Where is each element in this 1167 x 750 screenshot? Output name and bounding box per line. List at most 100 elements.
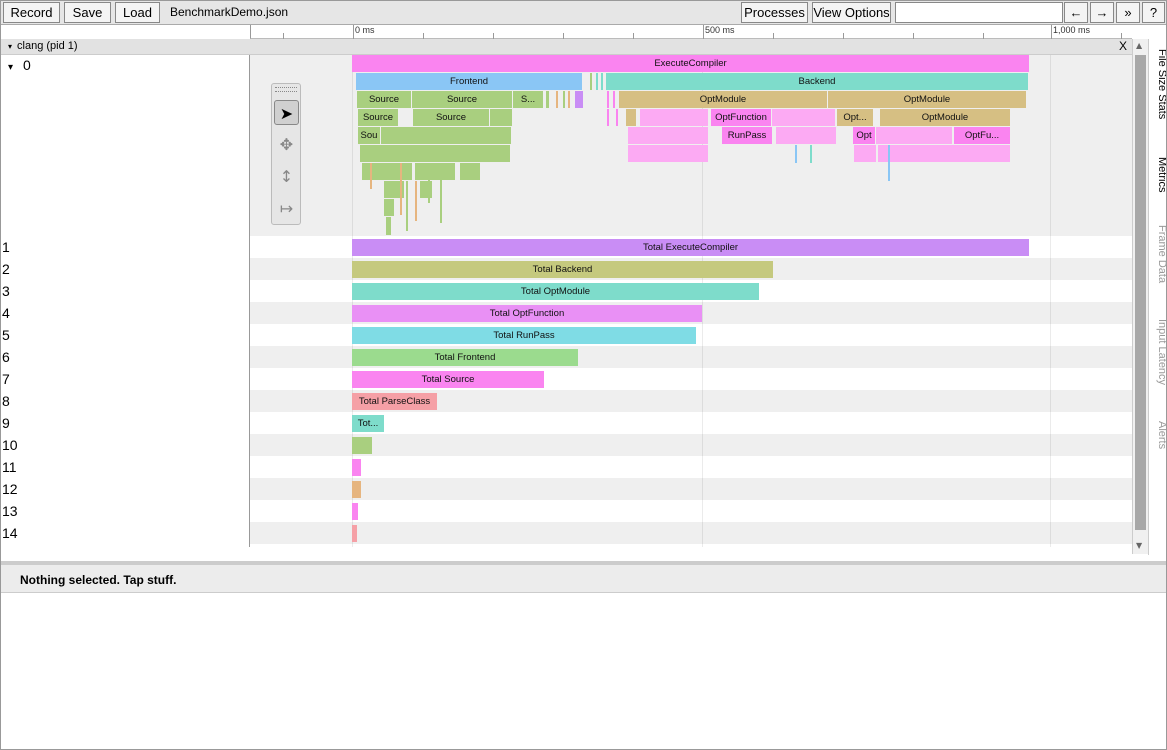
slice[interactable]: Source — [413, 109, 489, 126]
find-previous-button[interactable]: ← — [1064, 2, 1088, 23]
slice[interactable] — [563, 91, 565, 108]
slice[interactable] — [386, 217, 391, 235]
counter-slice[interactable]: Total RunPass — [352, 327, 696, 344]
scroll-down-icon[interactable]: ▼ — [1136, 541, 1143, 550]
timing-tool-icon[interactable]: ↦ — [279, 199, 294, 218]
slice[interactable]: Source — [357, 91, 411, 108]
process-header[interactable]: ▾ clang (pid 1) X — [1, 39, 1132, 55]
panel-splitter[interactable] — [1, 561, 1166, 565]
help-button[interactable]: ? — [1142, 2, 1165, 23]
slice[interactable] — [876, 127, 952, 144]
tab-alerts[interactable]: Alerts — [1156, 421, 1167, 450]
slice[interactable] — [556, 91, 558, 108]
slice[interactable]: Source — [358, 109, 398, 126]
expand-arrow-icon[interactable]: ▾ — [8, 62, 14, 73]
slice[interactable] — [415, 181, 417, 221]
slice[interactable]: OptModule — [880, 109, 1010, 126]
slice[interactable] — [607, 109, 609, 126]
slice[interactable] — [575, 91, 583, 108]
slice[interactable] — [460, 163, 480, 180]
slice[interactable] — [613, 91, 615, 108]
slice[interactable]: Sou — [358, 127, 380, 144]
counter-slice[interactable] — [352, 503, 358, 520]
expand-arrow-icon[interactable]: ▾ — [8, 42, 13, 51]
slice[interactable]: OptModule — [619, 91, 827, 108]
slice[interactable] — [810, 145, 812, 163]
counter-slice[interactable] — [352, 481, 361, 498]
slice[interactable] — [384, 199, 394, 216]
slice[interactable] — [776, 127, 836, 144]
slice[interactable] — [400, 163, 402, 215]
counter-slice[interactable]: Total Frontend — [352, 349, 578, 366]
slice[interactable] — [772, 109, 835, 126]
vertical-scrollbar[interactable]: ▲ ▼ — [1132, 39, 1148, 554]
counter-slice[interactable]: Total Backend — [352, 261, 773, 278]
search-input[interactable] — [895, 2, 1063, 23]
slice[interactable]: OptFu... — [954, 127, 1010, 144]
slice[interactable] — [362, 163, 412, 180]
slice[interactable] — [546, 91, 549, 108]
expand-search-button[interactable]: » — [1116, 2, 1140, 23]
thread-0-label[interactable]: ▾ 0 — [8, 57, 31, 73]
drag-handle-icon[interactable] — [275, 87, 297, 92]
view-options-button[interactable]: View Options — [812, 2, 891, 23]
slice[interactable] — [415, 163, 455, 180]
mouse-mode-toolbar[interactable]: ➤ ✥ ↕ ↦ — [271, 83, 301, 225]
slice[interactable]: RunPass — [722, 127, 772, 144]
close-process-button[interactable]: X — [1118, 39, 1127, 53]
record-button[interactable]: Record — [3, 2, 60, 23]
slice[interactable] — [596, 73, 598, 90]
slice[interactable] — [490, 109, 512, 126]
tab-frame-data[interactable]: Frame Data — [1156, 225, 1167, 284]
save-button[interactable]: Save — [64, 2, 111, 23]
slice[interactable]: Frontend — [356, 73, 582, 90]
select-tool-icon[interactable]: ➤ — [274, 100, 299, 125]
counter-slice[interactable]: Total ExecuteCompiler — [352, 239, 1029, 256]
slice[interactable] — [854, 145, 876, 162]
slice[interactable] — [590, 73, 592, 90]
counter-slice[interactable]: Tot... — [352, 415, 384, 432]
slice[interactable]: Source — [412, 91, 512, 108]
slice[interactable] — [626, 109, 636, 126]
slice[interactable] — [420, 181, 432, 198]
slice[interactable] — [607, 91, 609, 108]
slice[interactable] — [370, 163, 372, 189]
slice[interactable]: Opt... — [837, 109, 873, 126]
slice[interactable]: ExecuteCompiler — [352, 55, 1029, 72]
tab-file-size-stats[interactable]: File Size Stats — [1156, 49, 1167, 120]
slice[interactable]: OptFunction — [711, 109, 771, 126]
scrollbar-thumb[interactable] — [1135, 55, 1146, 530]
slice[interactable] — [440, 163, 442, 223]
slice[interactable] — [888, 145, 890, 181]
timeline-tracks[interactable]: ExecuteCompiler Frontend Backend Source … — [250, 55, 1132, 547]
slice[interactable] — [381, 127, 511, 144]
tab-input-latency[interactable]: Input Latency — [1156, 319, 1167, 386]
slice[interactable] — [616, 109, 618, 126]
zoom-tool-icon[interactable]: ↕ — [279, 167, 294, 186]
slice[interactable] — [360, 145, 510, 162]
slice[interactable] — [795, 145, 797, 163]
slice[interactable] — [628, 127, 708, 144]
slice[interactable]: OptModule — [828, 91, 1026, 108]
processes-button[interactable]: Processes — [741, 2, 808, 23]
slice[interactable] — [878, 145, 1010, 162]
slice[interactable] — [406, 181, 408, 231]
load-button[interactable]: Load — [115, 2, 160, 23]
pan-tool-icon[interactable]: ✥ — [279, 135, 294, 154]
slice[interactable]: Backend — [606, 73, 1028, 90]
counter-slice[interactable] — [352, 525, 357, 542]
slice[interactable] — [384, 181, 404, 198]
counter-slice[interactable]: Total OptFunction — [352, 305, 702, 322]
tab-metrics[interactable]: Metrics — [1156, 157, 1167, 193]
slice[interactable] — [601, 73, 603, 90]
counter-slice[interactable] — [352, 437, 372, 454]
slice[interactable]: Opt — [853, 127, 875, 144]
counter-slice[interactable]: Total Source — [352, 371, 544, 388]
slice[interactable] — [568, 91, 570, 108]
slice[interactable] — [628, 145, 708, 162]
slice[interactable]: S... — [513, 91, 543, 108]
counter-slice[interactable]: Total OptModule — [352, 283, 759, 300]
slice[interactable] — [428, 163, 430, 203]
find-next-button[interactable]: → — [1090, 2, 1114, 23]
scroll-up-icon[interactable]: ▲ — [1136, 41, 1143, 50]
